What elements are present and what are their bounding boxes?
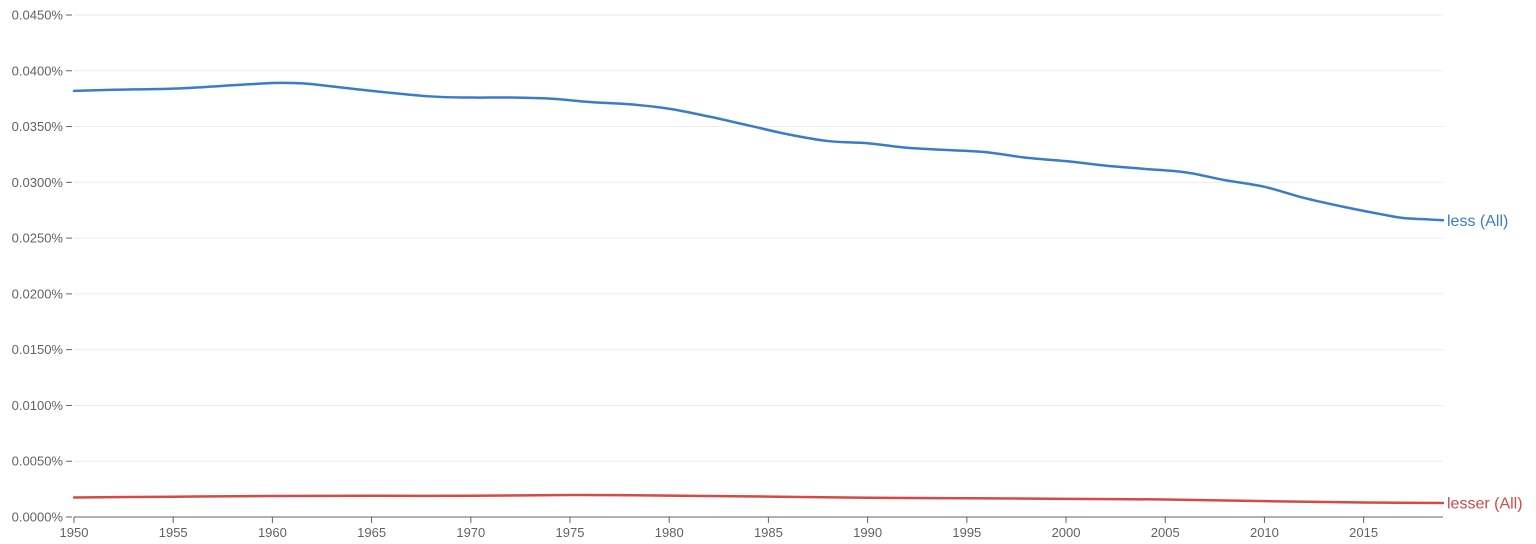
series-lines <box>72 81 1445 505</box>
series-label-less-all: less (All) <box>1447 213 1508 230</box>
y-tick-label: 0.0050% <box>12 454 64 469</box>
y-tick-label: 0.0350% <box>12 119 64 134</box>
y-axis: 0.0000% 0.0050% 0.0100% 0.0150% 0.0200% 0.025… <box>12 8 72 525</box>
x-tick-label: 1950 <box>60 525 89 540</box>
x-tick-label: 1995 <box>952 525 981 540</box>
x-tick-label: 1955 <box>159 525 188 540</box>
y-tick-label: 0.0150% <box>12 342 64 357</box>
x-tick-label: 1975 <box>556 525 585 540</box>
x-tick-label: 1960 <box>258 525 287 540</box>
x-tick-label: 2010 <box>1250 525 1279 540</box>
y-tick-label: 0.0450% <box>12 8 64 23</box>
series-line-lesser-all[interactable] <box>72 493 1445 505</box>
y-tick-label: 0.0000% <box>12 510 64 525</box>
y-tick-label: 0.0400% <box>12 63 64 78</box>
x-tick-label: 2005 <box>1151 525 1180 540</box>
y-tick-label: 0.0300% <box>12 175 64 190</box>
series-line-less-all[interactable] <box>72 81 1445 222</box>
x-tick-label: 1990 <box>853 525 882 540</box>
gridlines <box>74 14 1443 462</box>
x-axis: 1950 1955 1960 1965 1970 1975 1980 1985 1990 1995… <box>60 516 1443 540</box>
y-tick-label: 0.0100% <box>12 398 64 413</box>
series-label-lesser-all: lesser (All) <box>1447 496 1523 513</box>
series-labels: less (All) lesser (All) <box>1447 213 1523 513</box>
x-tick-label: 2000 <box>1052 525 1081 540</box>
y-tick-label: 0.0250% <box>12 231 64 246</box>
x-tick-label: 1965 <box>357 525 386 540</box>
y-tick-label: 0.0200% <box>12 286 64 301</box>
x-tick-label: 2015 <box>1349 525 1378 540</box>
x-tick-label: 1985 <box>754 525 783 540</box>
x-tick-label: 1980 <box>655 525 684 540</box>
x-tick-label: 1970 <box>456 525 485 540</box>
